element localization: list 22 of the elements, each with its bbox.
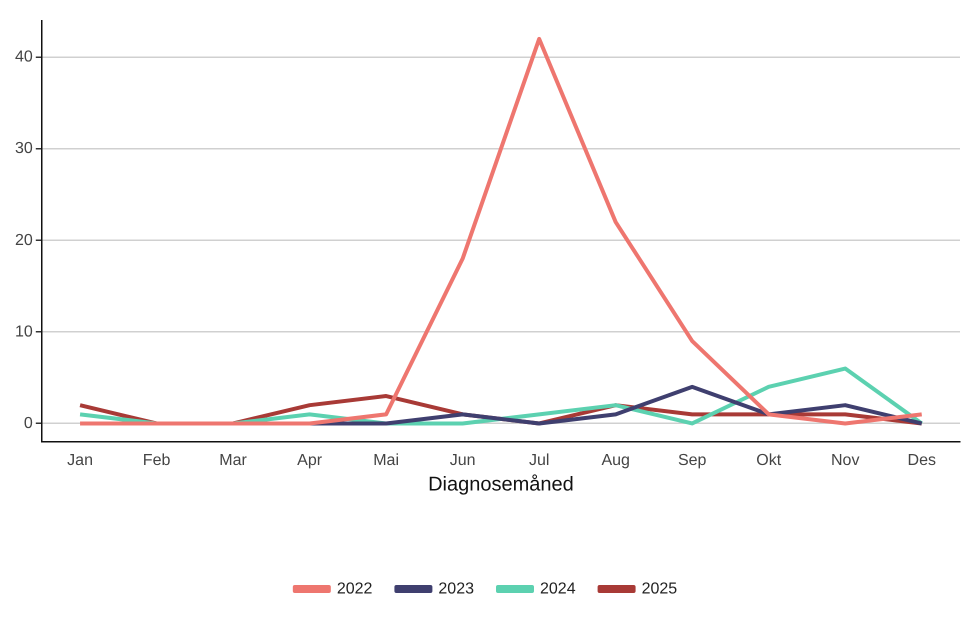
- y-tick-label: 30: [15, 140, 33, 158]
- x-tick-label: Des: [908, 452, 936, 469]
- y-tick-label: 0: [24, 414, 33, 432]
- y-tick-label: 10: [15, 323, 33, 340]
- x-tick-label: Mar: [219, 452, 248, 469]
- y-tick-label: 40: [15, 48, 33, 66]
- x-tick-label: Sep: [678, 452, 707, 469]
- x-tick-label: Nov: [831, 452, 860, 469]
- x-tick-label: Jan: [67, 452, 93, 469]
- legend-label: 2024: [540, 580, 576, 598]
- x-tick-label: Apr: [297, 452, 323, 469]
- x-tick-label: Aug: [601, 452, 630, 469]
- x-tick-label: Okt: [756, 452, 782, 469]
- x-axis-title: Diagnosemåned: [428, 474, 574, 496]
- legend-label: 2025: [642, 580, 678, 598]
- legend-label: 2022: [336, 580, 373, 598]
- x-tick-label: Feb: [142, 452, 170, 469]
- x-tick-label: Jul: [528, 452, 550, 469]
- x-tick-label: Jun: [450, 452, 476, 469]
- legend-label: 2023: [438, 580, 474, 598]
- x-tick-label: Mai: [373, 452, 400, 469]
- y-tick-label: 20: [15, 232, 33, 249]
